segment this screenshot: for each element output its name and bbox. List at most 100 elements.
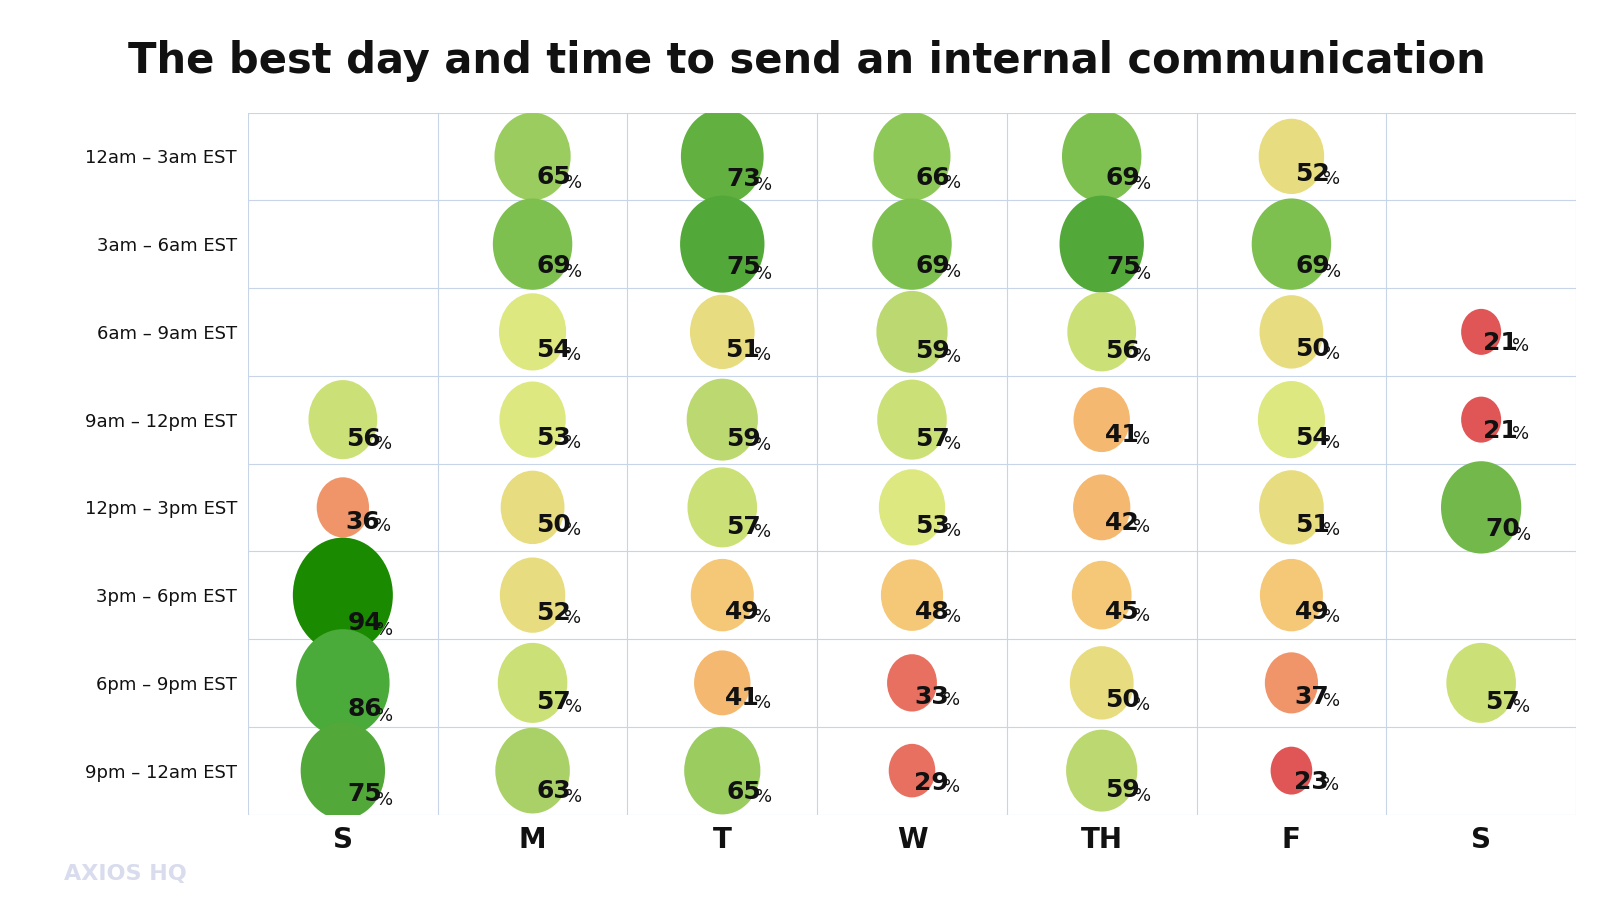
Text: 50: 50 (1294, 338, 1330, 362)
Text: 54: 54 (536, 338, 571, 363)
Ellipse shape (1442, 461, 1522, 554)
Text: %: % (1134, 265, 1152, 283)
Text: %: % (1323, 521, 1341, 539)
Text: 69: 69 (1106, 166, 1141, 190)
Text: 59: 59 (1106, 778, 1141, 802)
Text: %: % (565, 346, 581, 364)
Text: 21: 21 (1483, 331, 1518, 355)
Text: %: % (376, 706, 394, 724)
Ellipse shape (1062, 111, 1141, 202)
Ellipse shape (872, 198, 952, 290)
Ellipse shape (301, 722, 386, 819)
Text: 59: 59 (915, 339, 950, 364)
Text: 51: 51 (725, 338, 760, 362)
Text: 57: 57 (915, 427, 950, 451)
Ellipse shape (501, 471, 565, 544)
Text: %: % (754, 608, 771, 626)
Text: 49: 49 (1294, 600, 1330, 625)
Text: %: % (1514, 526, 1531, 544)
Text: 48: 48 (915, 600, 950, 625)
Text: %: % (755, 176, 773, 194)
Text: 56: 56 (1106, 338, 1139, 363)
Ellipse shape (882, 560, 942, 631)
Ellipse shape (877, 291, 947, 373)
Text: The best day and time to send an internal communication: The best day and time to send an interna… (128, 40, 1486, 83)
Text: 53: 53 (915, 514, 950, 537)
Text: 50: 50 (536, 513, 571, 537)
Ellipse shape (499, 382, 566, 458)
Text: 75: 75 (726, 256, 762, 279)
Ellipse shape (685, 727, 760, 814)
Text: %: % (754, 346, 771, 364)
Ellipse shape (1461, 309, 1501, 355)
Text: %: % (944, 608, 960, 625)
Text: %: % (1133, 697, 1150, 715)
Text: %: % (1134, 176, 1152, 194)
Text: 49: 49 (725, 600, 760, 625)
Text: 36: 36 (346, 509, 381, 534)
Text: %: % (565, 698, 582, 716)
Ellipse shape (1074, 387, 1130, 452)
Text: 65: 65 (536, 166, 571, 189)
Text: 45: 45 (1104, 599, 1139, 624)
Text: %: % (944, 175, 962, 193)
Text: 37: 37 (1294, 686, 1330, 709)
Text: 57: 57 (726, 515, 760, 538)
Text: 57: 57 (536, 690, 571, 714)
Text: %: % (1514, 698, 1530, 716)
Ellipse shape (1067, 292, 1136, 372)
Text: 66: 66 (915, 166, 950, 190)
Ellipse shape (877, 380, 947, 460)
Text: %: % (565, 521, 581, 539)
Text: %: % (944, 522, 962, 540)
Ellipse shape (886, 654, 938, 712)
Text: 73: 73 (726, 167, 762, 191)
Ellipse shape (878, 469, 946, 545)
Text: 33: 33 (915, 685, 949, 708)
Text: 69: 69 (536, 254, 571, 278)
Text: 70: 70 (1485, 518, 1520, 542)
Ellipse shape (309, 380, 378, 459)
Ellipse shape (888, 743, 936, 797)
Text: %: % (1512, 337, 1528, 355)
Ellipse shape (1446, 643, 1515, 723)
Text: 94: 94 (347, 610, 382, 634)
Text: %: % (565, 788, 582, 806)
Text: %: % (1323, 608, 1341, 626)
Ellipse shape (1259, 470, 1323, 544)
Ellipse shape (496, 728, 570, 814)
Ellipse shape (1059, 195, 1144, 292)
Text: %: % (754, 436, 771, 454)
Text: %: % (944, 435, 962, 453)
Text: 69: 69 (1296, 254, 1330, 278)
Text: %: % (1133, 430, 1150, 448)
Ellipse shape (499, 293, 566, 371)
Text: %: % (1512, 425, 1528, 443)
Text: %: % (1133, 518, 1150, 536)
Text: %: % (1323, 170, 1341, 188)
Ellipse shape (317, 477, 370, 537)
Text: %: % (376, 621, 394, 639)
Ellipse shape (1258, 381, 1325, 458)
Text: %: % (1322, 776, 1339, 794)
Text: %: % (565, 174, 582, 192)
Ellipse shape (690, 294, 755, 369)
Text: %: % (565, 263, 582, 281)
Text: 51: 51 (1294, 513, 1330, 537)
Text: 41: 41 (1104, 423, 1139, 447)
Ellipse shape (1251, 198, 1331, 290)
Ellipse shape (1461, 397, 1501, 443)
Text: 54: 54 (1294, 426, 1330, 450)
Text: 65: 65 (726, 779, 762, 804)
Text: %: % (1323, 434, 1341, 452)
Text: %: % (755, 265, 773, 283)
Text: %: % (1323, 346, 1341, 364)
Text: %: % (1133, 607, 1150, 625)
Ellipse shape (1259, 119, 1325, 194)
Ellipse shape (680, 195, 765, 292)
Ellipse shape (686, 379, 758, 461)
Ellipse shape (1259, 559, 1323, 632)
Ellipse shape (874, 112, 950, 201)
Text: %: % (755, 788, 771, 806)
Ellipse shape (1266, 652, 1318, 714)
